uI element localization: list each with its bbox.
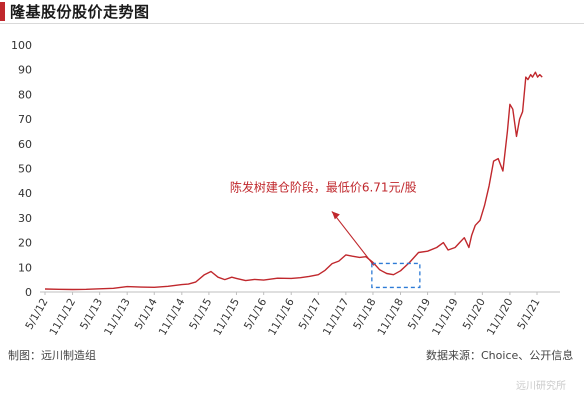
page-title: 隆基股份股价走势图: [10, 3, 150, 21]
y-tick-label: 70: [18, 113, 32, 126]
y-tick-label: 30: [18, 212, 32, 225]
y-tick-label: 100: [11, 39, 32, 52]
x-tick-label: 5/1/12: [23, 297, 50, 332]
x-tick-label: 11/1/19: [430, 297, 461, 338]
y-tick-label: 60: [18, 138, 32, 151]
watermark-text: 远川研究所: [516, 381, 566, 392]
annotation-label: 陈发树建仓阶段，最低价6.71元/股: [230, 179, 417, 194]
x-tick-label: 5/1/16: [242, 296, 269, 332]
x-tick-label: 11/1/12: [48, 297, 79, 338]
data-source: 数据来源：Choice、公开信息: [426, 349, 574, 362]
annotation-arrow-line: [331, 211, 375, 266]
x-tick-label: 11/1/16: [266, 296, 297, 337]
y-tick-label: 50: [18, 163, 32, 176]
y-tick-label: 40: [18, 187, 32, 200]
x-tick-label: 5/1/21: [515, 297, 542, 332]
title-bar: 隆基股份股价走势图: [0, 0, 584, 24]
x-tick-label: 11/1/15: [211, 297, 242, 338]
annotation-layer: 陈发树建仓阶段，最低价6.71元/股: [230, 179, 421, 289]
x-tick-label: 5/1/20: [461, 296, 488, 331]
title-accent-bar: [0, 2, 5, 21]
y-tick-label: 10: [18, 261, 32, 274]
x-tick-label: 5/1/18: [351, 297, 378, 332]
title-divider: [0, 23, 584, 24]
y-tick-label: 80: [18, 88, 32, 101]
highlight-box: [371, 262, 421, 289]
x-tick-label: 11/1/17: [321, 297, 352, 338]
y-tick-label: 20: [18, 237, 32, 250]
x-tick-label: 5/1/14: [133, 296, 160, 332]
x-tick-label: 5/1/13: [78, 297, 105, 332]
chart-credit: 制图：远川制造组: [8, 349, 96, 362]
x-tick-label: 5/1/17: [297, 297, 324, 332]
y-tick-label: 90: [18, 64, 32, 77]
x-tick-label: 5/1/19: [406, 297, 433, 332]
x-tick-label: 11/1/13: [102, 297, 133, 338]
y-axis: 0 10 20 30 40 50 60 70 80 90 100: [11, 39, 32, 299]
annotation-arrow-head: [331, 211, 340, 220]
price-line: [44, 71, 543, 291]
x-tick-label: 11/1/20: [485, 297, 516, 338]
y-tick-label: 0: [25, 286, 32, 299]
x-tick-label: 5/1/15: [187, 297, 214, 332]
price-series: [44, 71, 543, 291]
x-tick-label: 11/1/14: [157, 296, 188, 337]
x-tick-label: 11/1/18: [375, 297, 406, 338]
